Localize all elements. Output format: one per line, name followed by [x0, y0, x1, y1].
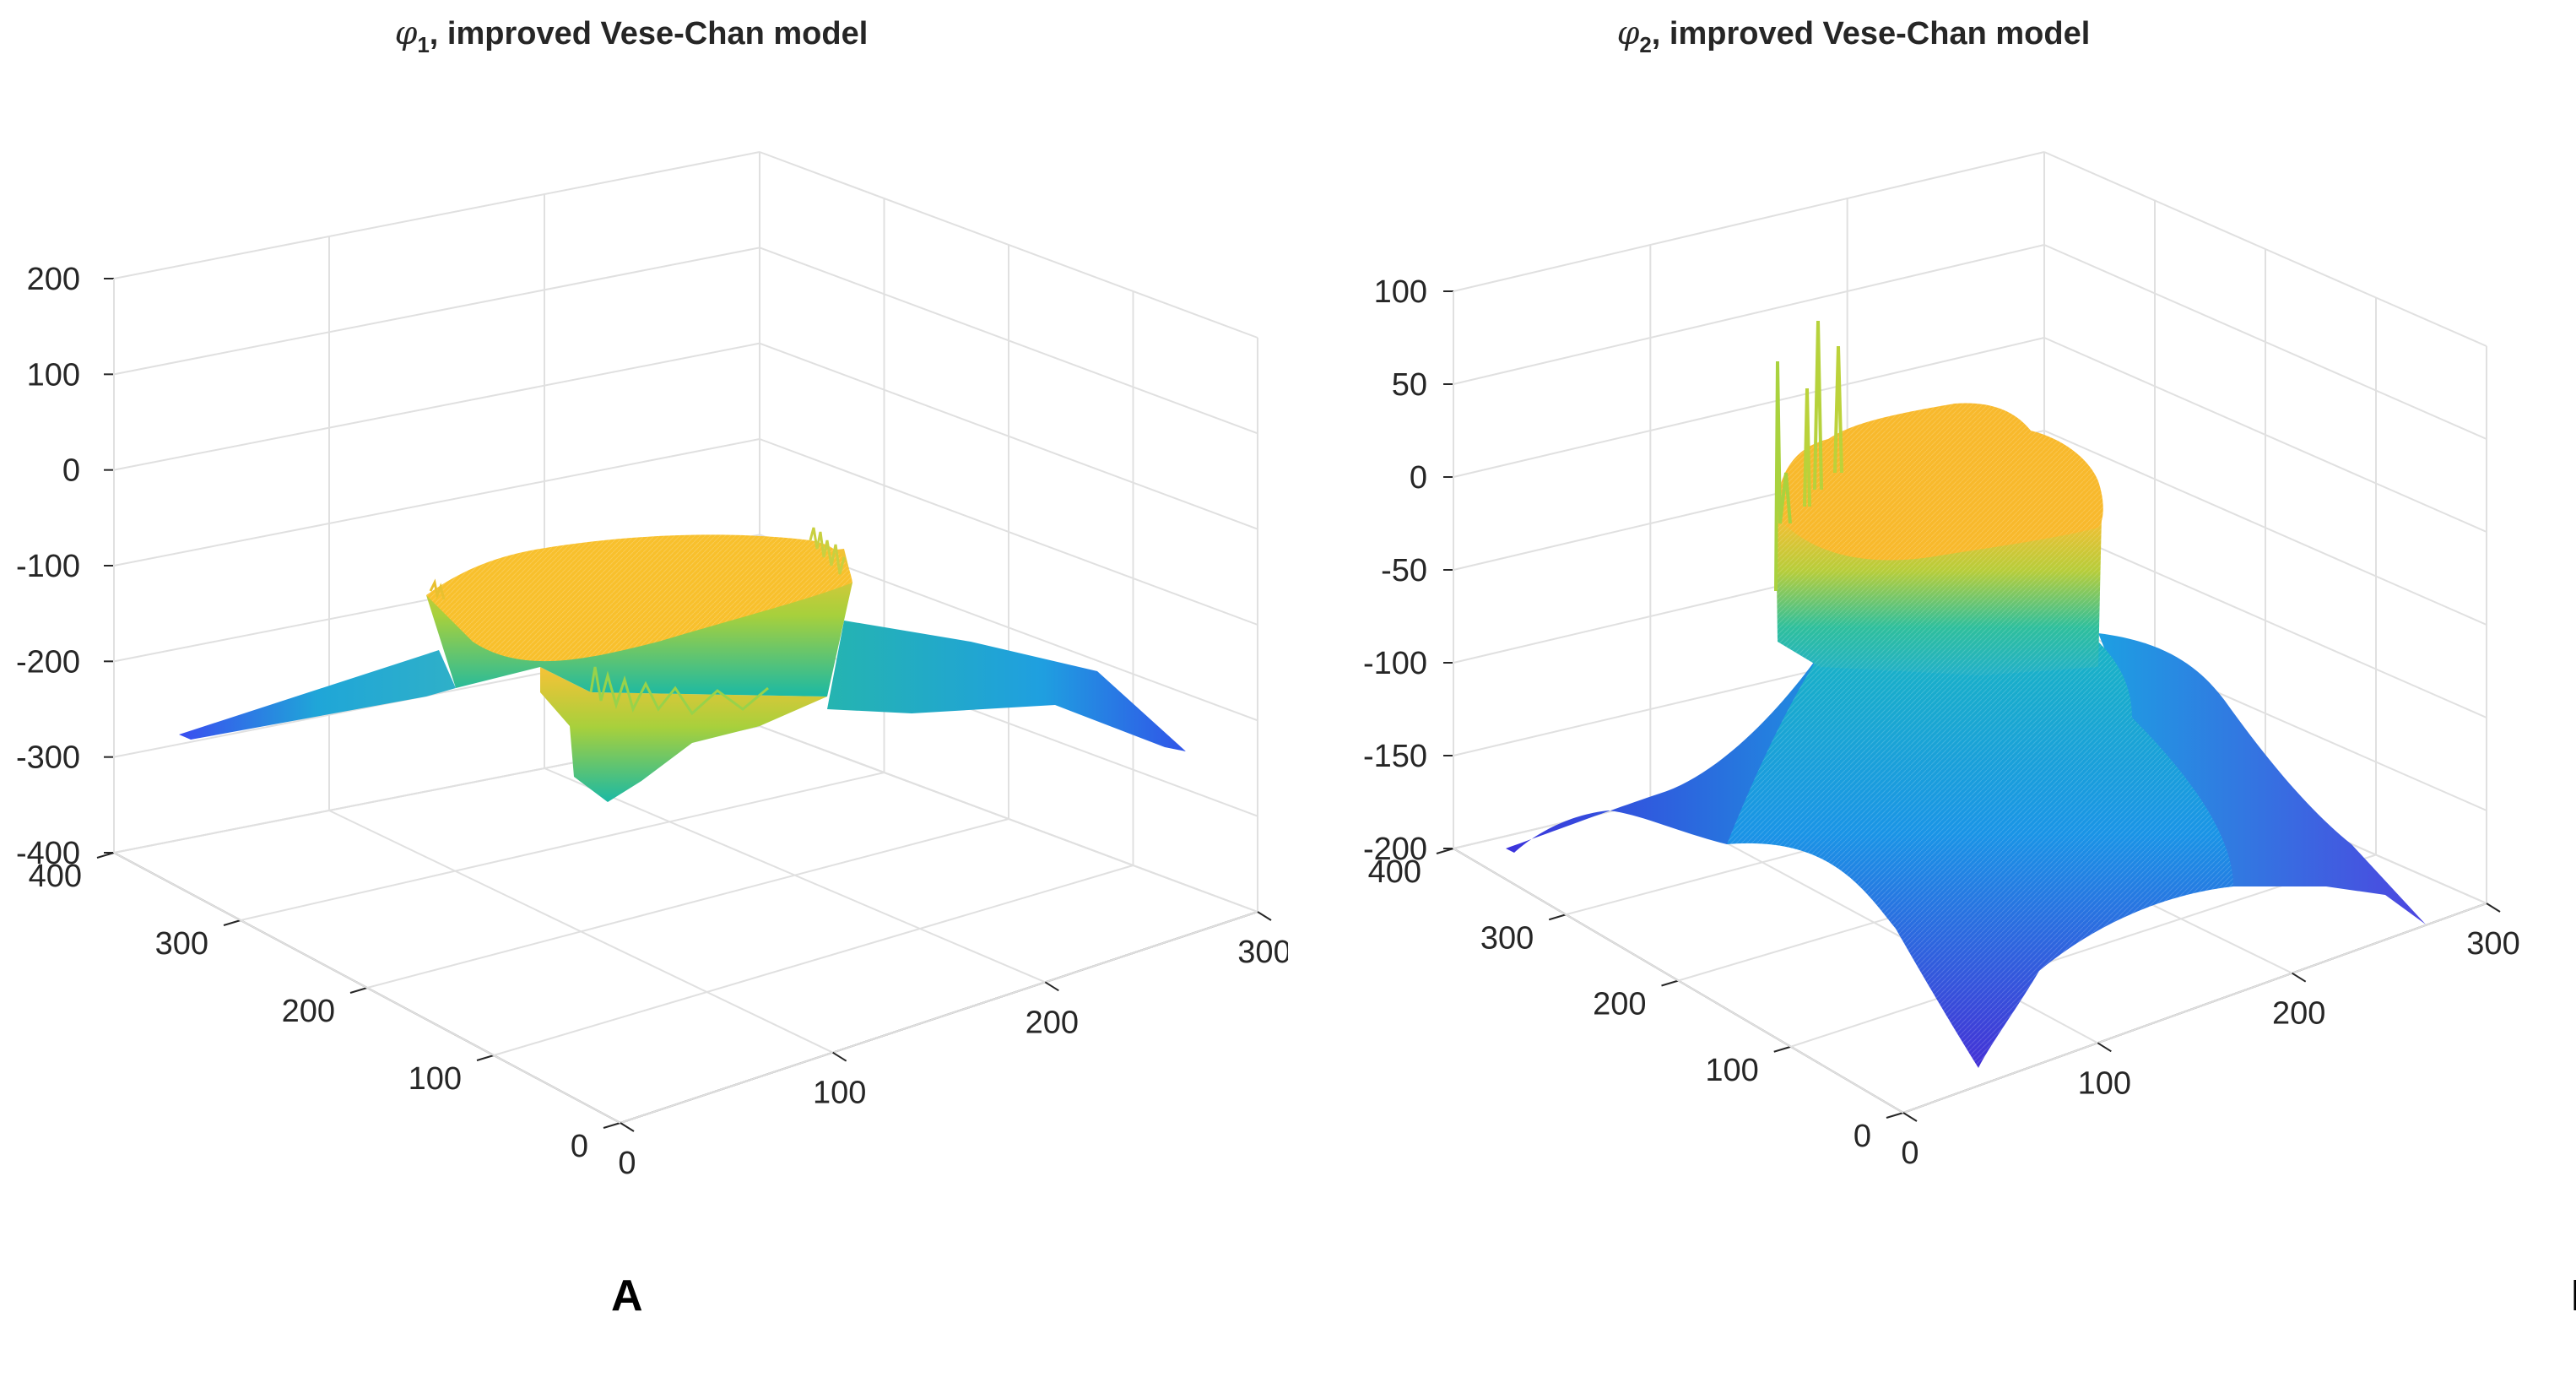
- surface-right-wing: [827, 621, 1186, 751]
- z-tick-label: -400: [16, 836, 80, 871]
- y-tick-mark: [223, 919, 241, 926]
- z-tick-label: 50: [1392, 367, 1427, 403]
- y-tick-mark: [1773, 1045, 1792, 1053]
- grid-line: [328, 810, 834, 1054]
- y-tick-mark: [1661, 979, 1679, 987]
- surface-right-wing: [2098, 633, 2426, 924]
- x-tick-mark: [2097, 1042, 2112, 1053]
- grid-line: [113, 247, 760, 376]
- svg-text:φ2, improved Vese-Chan model: φ2, improved Vese-Chan model: [1617, 14, 2091, 57]
- axes-box-b: [1436, 151, 2501, 1122]
- z-tick-label: 0: [62, 453, 80, 489]
- x-tick-mark: [2486, 903, 2501, 913]
- x-tick-label: 0: [1901, 1136, 1918, 1171]
- svg-text:φ1, improved Vese-Chan model: φ1, improved Vese-Chan model: [395, 14, 869, 57]
- x-tick-mark: [2292, 972, 2307, 983]
- y-tick-mark: [1548, 913, 1567, 921]
- grid-line: [1453, 244, 2045, 385]
- x-tick-label: 100: [813, 1076, 866, 1111]
- z-tick-label: -100: [16, 549, 80, 584]
- grid-line: [113, 342, 760, 471]
- surface-pit: [540, 667, 827, 802]
- y-tick-label: 200: [282, 994, 335, 1029]
- grid-line: [1453, 848, 1904, 1114]
- chart-panel-b: φ2, improved Vese-Chan model 100 50 0 -50 -1…: [1288, 0, 2576, 1377]
- surface-spike: [1774, 361, 1792, 592]
- x-tick-mark: [1257, 911, 1272, 921]
- z-tick-label: -50: [1381, 553, 1427, 588]
- surface-spike: [1803, 388, 1811, 507]
- x-tick-mark: [1044, 981, 1059, 992]
- grid-line: [240, 772, 885, 921]
- grid-line: [113, 151, 760, 279]
- x-tick-label: 200: [2272, 996, 2325, 1032]
- tick-labels-b: 100 50 0 -50 -100 -150 -200 0 100 200 300 400 0 100 20…: [1363, 274, 2520, 1171]
- plot-title-b: φ2, improved Vese-Chan model: [1617, 14, 2091, 57]
- chart-panel-a: φ1, improved Vese-Chan model 200 100 0 -100…: [16, 14, 1288, 1320]
- axes-box-a: [96, 151, 1272, 1132]
- x-tick-label: 300: [1237, 935, 1288, 970]
- y-tick-mark: [349, 987, 368, 994]
- x-tick-label: 200: [1026, 1005, 1079, 1040]
- x-tick-mark: [832, 1051, 847, 1062]
- grid-line: [113, 438, 760, 567]
- y-tick-label: 300: [1480, 920, 1534, 956]
- z-tick-label: 100: [1374, 274, 1427, 310]
- x-tick-label: 300: [2466, 926, 2519, 962]
- plot-title-a: φ1, improved Vese-Chan model: [395, 14, 869, 57]
- y-tick-mark: [1886, 1112, 1904, 1119]
- y-tick-label: 400: [1368, 854, 1421, 890]
- grid-line: [1902, 903, 2487, 1114]
- grid-line: [493, 865, 1134, 1056]
- grid-line: [1453, 337, 2045, 478]
- surface-left-wing: [179, 650, 456, 740]
- z-tick-label: 100: [27, 357, 80, 393]
- grid-line: [620, 911, 1258, 1124]
- grid-line: [759, 725, 1258, 913]
- z-tick-label: -100: [1363, 646, 1427, 681]
- surface-plot-a: φ1, improved Vese-Chan model 200 100 0 -100…: [16, 14, 1288, 1181]
- z-tick-label: 200: [27, 262, 80, 297]
- x-tick-mark: [1902, 1112, 1918, 1122]
- y-tick-mark: [476, 1054, 495, 1061]
- panel-label-b: B: [2571, 1271, 2576, 1321]
- grid-line: [366, 818, 1009, 989]
- z-tick-label: -200: [16, 644, 80, 680]
- grid-line: [544, 767, 1046, 984]
- tick-labels-a: 200 100 0 -100 -200 -300 -400 0 100 200 300 400 0 100…: [16, 262, 1288, 1181]
- x-tick-label: 100: [2078, 1065, 2131, 1101]
- y-tick-label: 0: [1854, 1119, 1871, 1154]
- y-tick-mark: [603, 1122, 621, 1129]
- panel-label-a: A: [611, 1271, 643, 1320]
- y-tick-label: 100: [1705, 1053, 1758, 1088]
- x-tick-label: 0: [618, 1146, 636, 1181]
- surface-b: [1506, 320, 2426, 1068]
- surface-spike: [429, 578, 446, 600]
- grid-line: [1790, 854, 2377, 1048]
- surface-a: [179, 527, 1186, 802]
- surface-spike: [1813, 320, 1823, 491]
- surface-spike: [1833, 345, 1843, 474]
- surface-spike: [589, 666, 769, 716]
- y-tick-mark: [1436, 848, 1454, 854]
- z-tick-label: 0: [1410, 460, 1427, 496]
- y-tick-label: 300: [155, 926, 208, 962]
- x-tick-mark: [620, 1122, 635, 1132]
- y-tick-label: 400: [29, 859, 82, 894]
- surface-plot-b: φ2, improved Vese-Chan model 100 50 0 -50 -1…: [1363, 14, 2520, 1171]
- y-tick-label: 0: [571, 1129, 588, 1164]
- surface-spike: [809, 527, 846, 575]
- z-tick-label: -300: [16, 740, 80, 776]
- z-tick-label: -200: [1363, 832, 1427, 867]
- y-tick-mark: [96, 852, 115, 859]
- y-tick-label: 100: [409, 1061, 462, 1097]
- grid-line: [113, 852, 621, 1124]
- grid-line: [1453, 151, 2045, 292]
- y-tick-label: 200: [1593, 987, 1646, 1022]
- z-tick-label: -150: [1363, 739, 1427, 774]
